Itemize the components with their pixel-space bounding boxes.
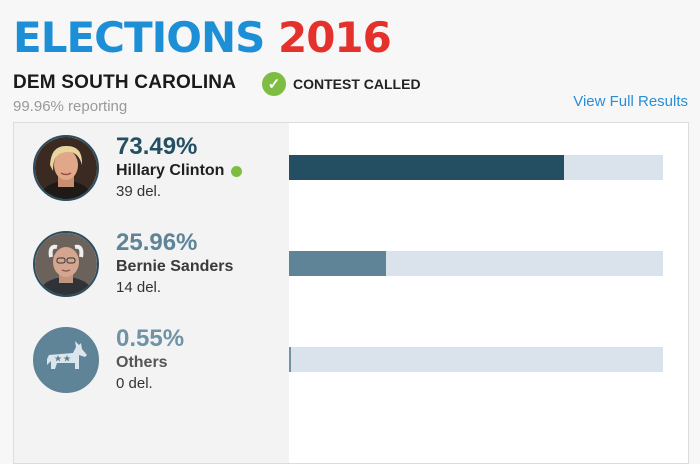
candidate-delegates: 39 del. — [116, 183, 162, 200]
vote-bar-track-sanders — [289, 251, 663, 276]
candidate-name: Hillary Clinton — [116, 162, 225, 179]
vote-bar-track-clinton — [289, 155, 663, 180]
view-full-results-link[interactable]: View Full Results — [573, 93, 688, 110]
results-panel: 73.49% Hillary Clinton 39 del. — [13, 122, 689, 464]
winner-dot-icon — [231, 165, 243, 177]
candidate-delegates: 0 del. — [116, 375, 153, 392]
contest-status-label: CONTEST CALLED — [293, 76, 421, 92]
logo-word-year: 2016 — [277, 13, 392, 62]
reporting-status: 99.96% reporting — [13, 98, 128, 115]
vote-bar-fill-clinton — [289, 155, 564, 180]
logo-word-elections: ELECTIONS — [13, 13, 265, 62]
check-icon: ✓ — [262, 72, 286, 96]
candidate-name-row: Hillary Clinton — [116, 161, 296, 181]
donkey-icon — [33, 327, 99, 393]
candidate-percent: 25.96% — [116, 229, 198, 256]
candidate-percent: 73.49% — [116, 133, 198, 160]
candidate-name: Others — [116, 354, 168, 371]
contest-called-badge: ✓ CONTEST CALLED — [262, 72, 421, 96]
sanders-photo-icon — [33, 231, 99, 297]
candidate-delegates: 14 del. — [116, 279, 162, 296]
candidate-name: Bernie Sanders — [116, 258, 234, 275]
candidate-percent: 0.55% — [116, 325, 185, 352]
vote-bar-track-others — [289, 347, 663, 372]
contest-title: DEM SOUTH CAROLINA — [13, 72, 237, 93]
clinton-photo-icon — [33, 135, 99, 201]
vote-bar-fill-others — [289, 347, 292, 372]
vote-bar-fill-sanders — [289, 251, 387, 276]
elections-2016-logo: ELECTIONS 2016 — [13, 13, 392, 62]
